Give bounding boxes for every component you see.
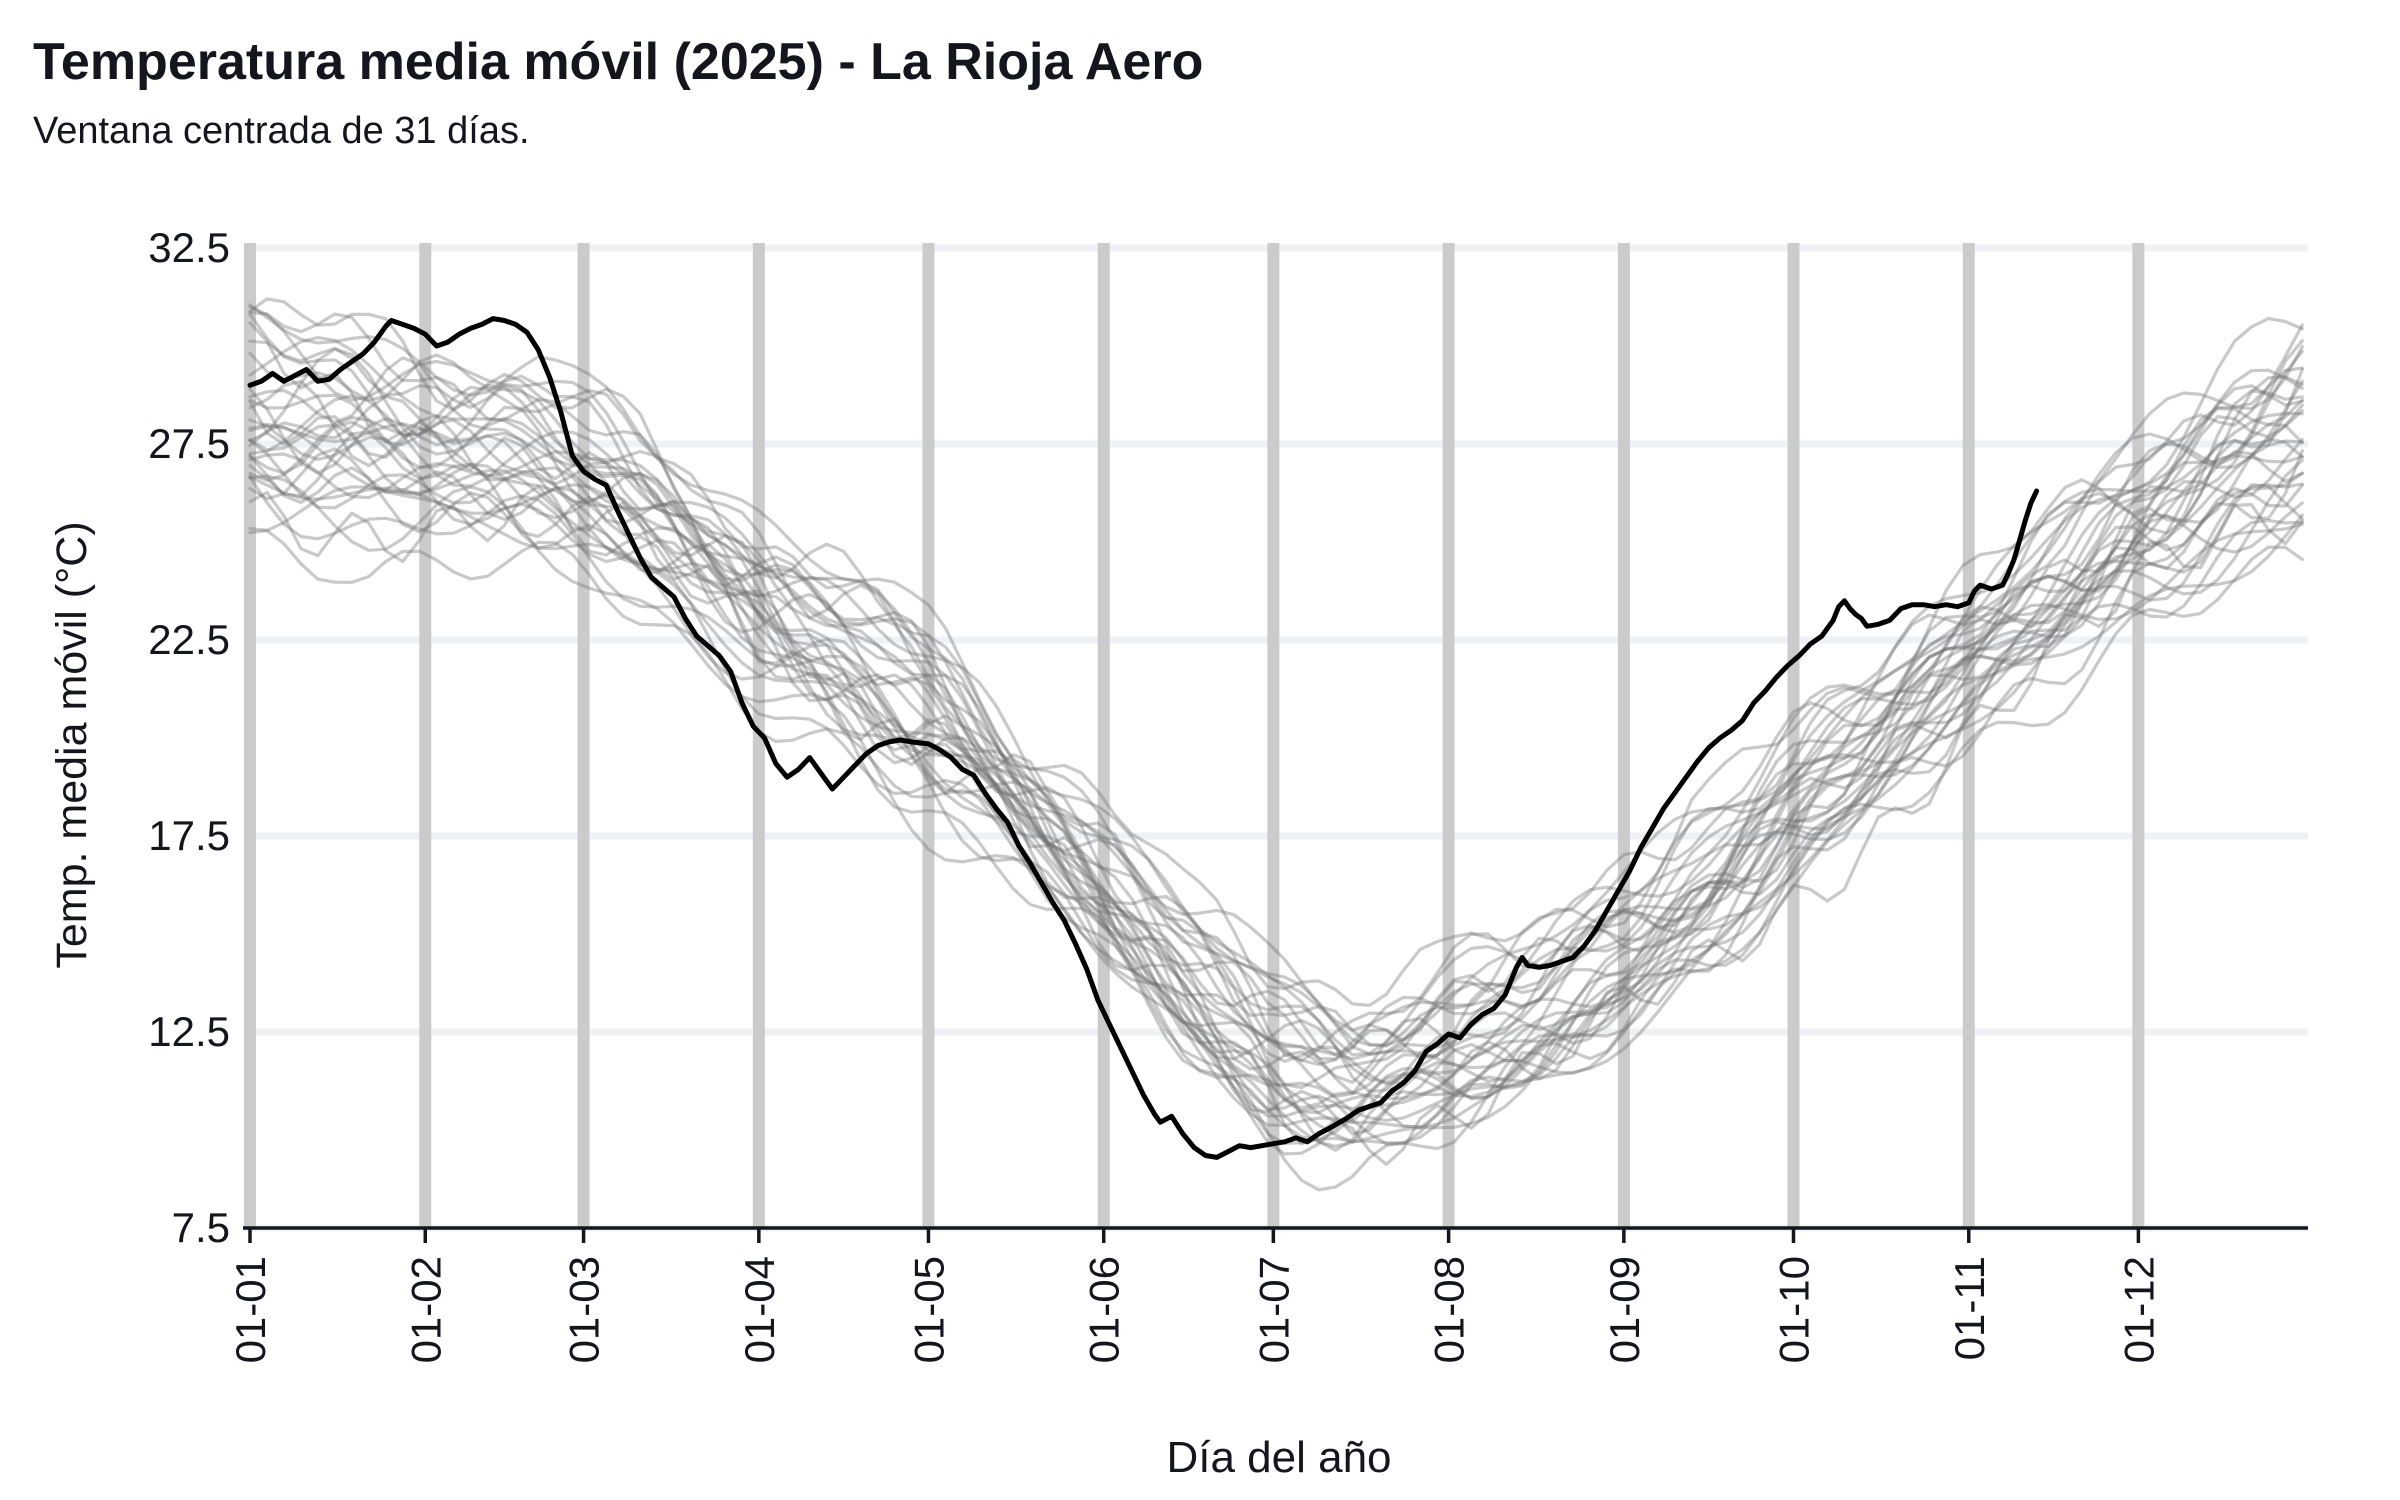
- x-tick-label: 01-12: [2115, 1256, 2162, 1363]
- x-tick-label: 01-09: [1601, 1256, 1648, 1363]
- x-tick-label: 01-11: [1946, 1256, 1993, 1360]
- history-line: [248, 305, 2304, 1032]
- history-line: [248, 356, 2304, 1090]
- history-line: [248, 312, 2304, 1008]
- history-line: [248, 430, 2304, 1085]
- history-line: [248, 439, 2304, 1142]
- history-line: [248, 526, 2304, 1124]
- month-gridline-bars: [244, 243, 2145, 1228]
- history-line: [248, 398, 2304, 1086]
- x-tick-label: 01-05: [905, 1256, 952, 1363]
- x-axis-title: Día del año: [1166, 1433, 1391, 1482]
- history-line: [248, 347, 2304, 1084]
- history-line: [248, 454, 2304, 1136]
- history-line: [248, 400, 2304, 1060]
- history-line: [248, 422, 2304, 1144]
- history-line: [248, 349, 2304, 1066]
- history-line: [248, 336, 2304, 1047]
- history-line: [248, 484, 2304, 1167]
- y-tick-label: 17.5: [148, 812, 230, 859]
- history-line: [248, 379, 2304, 1070]
- history-line: [248, 297, 2304, 1063]
- series-2025-line: [247, 316, 2040, 1160]
- x-tick-labels: 01-01 01-02 01-03 01-04 01-05 01-06 01-07 01-08…: [227, 1256, 2162, 1363]
- chart-subtitle: Ventana centrada de 31 días.: [33, 110, 530, 152]
- history-line: [248, 423, 2304, 1146]
- y-tick-label: 7.5: [172, 1204, 230, 1251]
- x-tick-label: 01-07: [1250, 1256, 1297, 1363]
- history-line: [248, 469, 2304, 1118]
- history-line: [248, 368, 2304, 1056]
- history-line: [248, 379, 2304, 1152]
- y-tick-label: 32.5: [148, 224, 230, 271]
- history-line: [248, 383, 2304, 1094]
- y-tick-label: 27.5: [148, 420, 230, 467]
- history-line: [248, 321, 2304, 1061]
- history-line: [248, 437, 2304, 1130]
- y-tick-labels: 7.5 12.5 17.5 22.5 27.5 32.5: [148, 224, 230, 1251]
- x-tick-label: 01-04: [736, 1256, 783, 1363]
- y-tick-label: 22.5: [148, 616, 230, 663]
- x-tick-label: 01-06: [1081, 1256, 1128, 1363]
- x-tick-label: 01-10: [1771, 1256, 1818, 1363]
- x-tick-label: 01-03: [561, 1256, 608, 1363]
- x-tick-label: 01-02: [402, 1256, 449, 1363]
- history-line: [248, 418, 2304, 1192]
- y-tick-label: 12.5: [148, 1008, 230, 1055]
- history-line: [248, 339, 2304, 1096]
- history-line: [248, 310, 2304, 1048]
- history-line: [248, 475, 2304, 1146]
- history-line: [248, 303, 2304, 1057]
- history-line: [248, 395, 2304, 1115]
- x-tick-label: 01-01: [227, 1256, 274, 1363]
- history-line: [248, 351, 2304, 1099]
- history-line: [248, 439, 2304, 1129]
- history-lines: [248, 297, 2304, 1192]
- y-axis-title: Temp. media móvil (°C): [48, 521, 96, 968]
- chart-title: Temperatura media móvil (2025) - La Rioj…: [33, 33, 1204, 91]
- history-line: [248, 422, 2304, 1123]
- history-line: [248, 450, 2304, 1148]
- history-line: [248, 458, 2304, 1156]
- x-axis: [243, 1226, 2308, 1243]
- x-tick-label: 01-08: [1426, 1256, 1473, 1363]
